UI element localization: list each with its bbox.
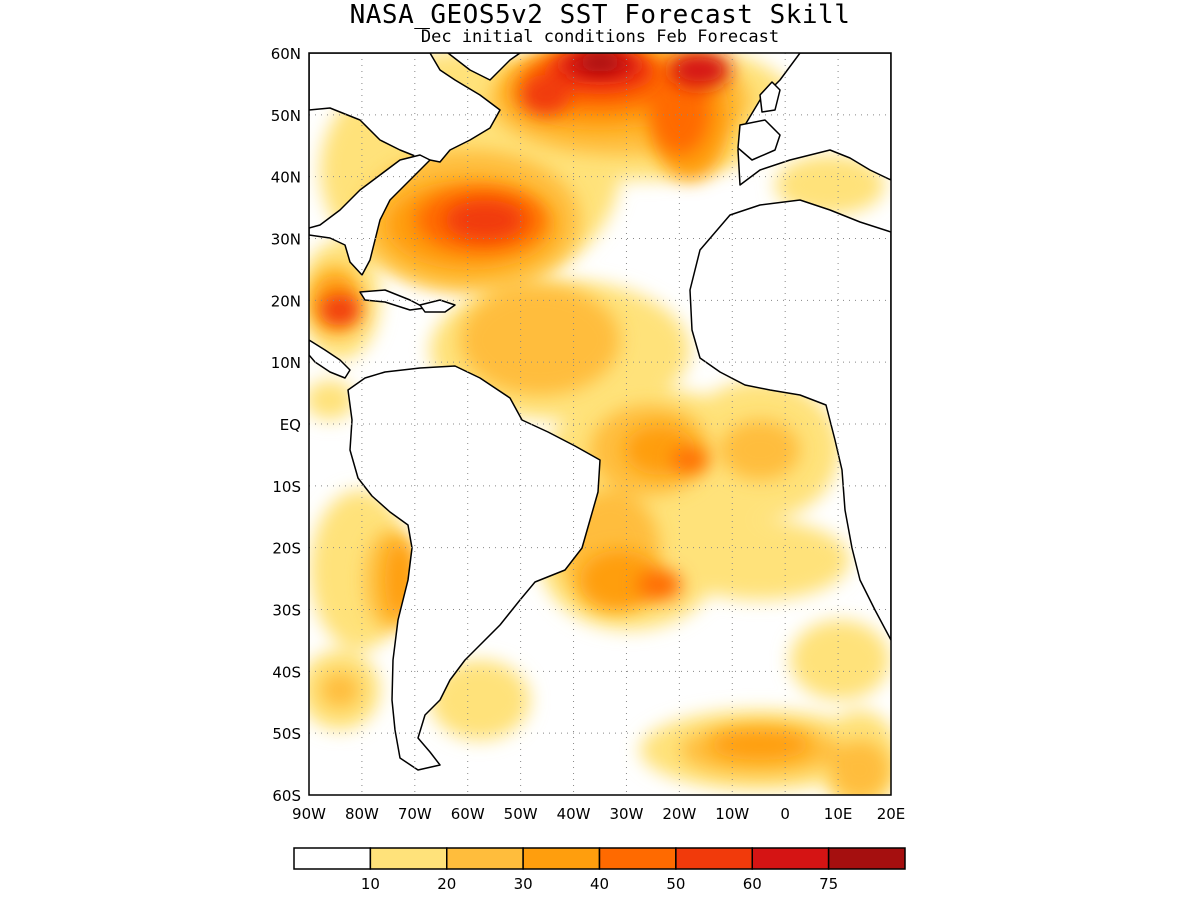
- colorbar-swatch: [293, 847, 372, 870]
- lat-label: 50N: [271, 107, 301, 125]
- colorbar-swatch: [369, 847, 448, 870]
- lon-label: 20W: [662, 805, 696, 823]
- lon-axis-labels: 90W 80W 70W 60W 50W 40W 30W 20W 10W 0 10E 20E: [292, 805, 905, 823]
- colorbar-swatch: [522, 847, 601, 870]
- british-isles: [759, 81, 781, 113]
- plot-frame: [308, 52, 892, 796]
- hispaniola: [419, 299, 456, 313]
- skill-level-75: [578, 53, 622, 72]
- lat-label: 40S: [272, 663, 301, 681]
- central-america: [309, 339, 351, 379]
- lon-label: 0: [780, 805, 790, 823]
- colorbar-label: 50: [666, 875, 685, 893]
- colorbar-swatch: [675, 847, 753, 870]
- north-america: [309, 53, 501, 163]
- colorbar-label: 20: [437, 875, 456, 893]
- colorbar-swatch: [827, 847, 906, 870]
- grid-lines: [309, 53, 891, 795]
- iberia: [737, 119, 781, 161]
- colorbar-label: 30: [514, 875, 533, 893]
- colorbar-swatch: [446, 847, 524, 870]
- greenland: [447, 53, 521, 81]
- lat-label: 50S: [272, 725, 301, 743]
- colorbar-swatch: [751, 847, 830, 870]
- lat-label: 30S: [272, 602, 301, 620]
- colorbar-label: 60: [743, 875, 762, 893]
- lon-label: 10W: [715, 805, 749, 823]
- lon-label: 20E: [877, 805, 906, 823]
- lon-label: 60W: [451, 805, 485, 823]
- colorbar-label: 75: [819, 875, 838, 893]
- lat-label: 60N: [271, 45, 301, 63]
- lon-label: 50W: [504, 805, 538, 823]
- lat-label: 30N: [271, 231, 301, 249]
- lat-label: EQ: [280, 416, 301, 434]
- lat-label: 60S: [272, 787, 301, 805]
- colorbar-swatch: [598, 847, 677, 870]
- south-america: [347, 365, 601, 771]
- lat-axis-labels: 60N 50N 40N 30N 20N 10N EQ 10S 20S 30S 40S 50S 60S: [271, 45, 301, 805]
- lat-label: 20S: [272, 540, 301, 558]
- land-masses: [309, 53, 891, 771]
- lat-label: 20N: [271, 292, 301, 310]
- colorbar-labels: 10 20 30 40 50 60 75: [361, 875, 838, 893]
- africa: [689, 199, 891, 641]
- north-america-east: [309, 154, 431, 276]
- map-title: NASA_GEOS5v2 SST Forecast Skill: [349, 0, 851, 30]
- colorbar: [293, 847, 906, 870]
- lat-label: 10N: [271, 354, 301, 372]
- colorbar-label: 10: [361, 875, 380, 893]
- lon-label: 80W: [345, 805, 379, 823]
- lon-label: 90W: [292, 805, 326, 823]
- map-subtitle: Dec initial conditions Feb Forecast: [420, 27, 780, 47]
- lon-label: 40W: [557, 805, 591, 823]
- lon-label: 10E: [824, 805, 853, 823]
- lat-label: 40N: [271, 169, 301, 187]
- lon-label: 70W: [398, 805, 432, 823]
- lon-label: 30W: [609, 805, 643, 823]
- colorbar-label: 40: [590, 875, 609, 893]
- cuba: [359, 289, 426, 311]
- lat-label: 10S: [272, 478, 301, 496]
